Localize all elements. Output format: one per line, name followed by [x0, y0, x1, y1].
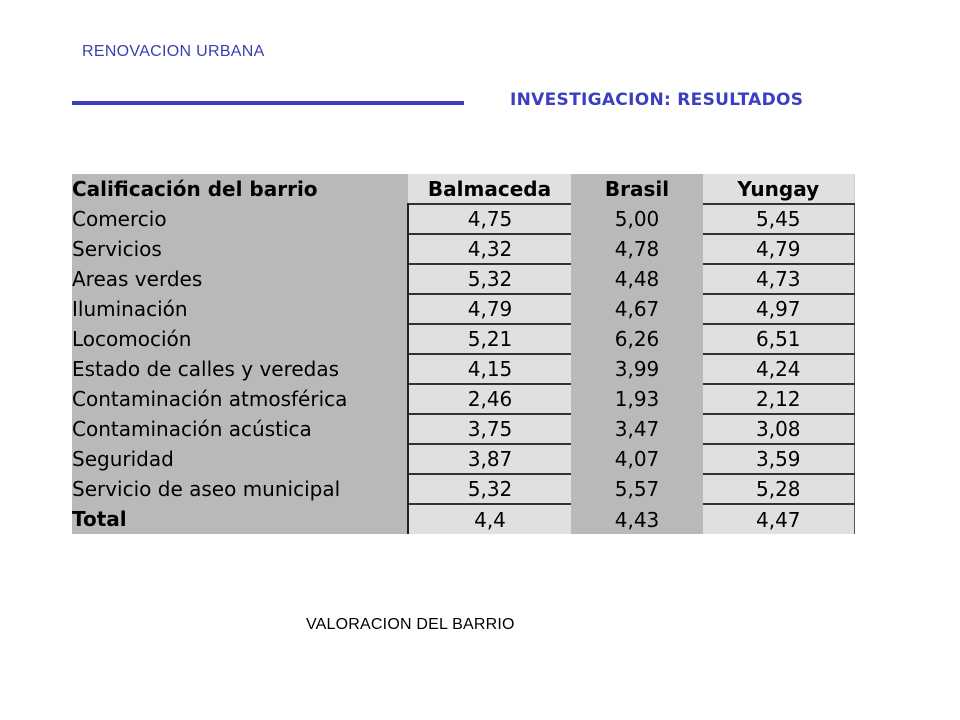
row-label: Estado de calles y veredas [72, 354, 408, 384]
table-row: Contaminación atmosférica 2,46 1,93 2,12 [72, 383, 855, 414]
table-row: Areas verdes 5,32 4,48 4,73 [72, 263, 855, 294]
row-label: Iluminación [72, 294, 408, 324]
cell-yungay: 4,73 [703, 263, 855, 294]
cell-brasil: 4,43 [571, 503, 703, 534]
row-label: Servicio de aseo municipal [72, 474, 408, 504]
cell-yungay: 2,12 [703, 383, 855, 414]
cell-brasil: 4,67 [571, 293, 703, 324]
cell-yungay: 4,24 [703, 353, 855, 384]
row-label: Seguridad [72, 444, 408, 474]
row-label: Areas verdes [72, 264, 408, 294]
cell-yungay: 5,28 [703, 473, 855, 504]
cell-balmaceda: 2,46 [407, 383, 571, 414]
table-row: Comercio 4,75 5,00 5,45 [72, 203, 855, 234]
cell-balmaceda: 4,15 [407, 353, 571, 384]
table-row: Iluminación 4,79 4,67 4,97 [72, 293, 855, 324]
cell-balmaceda: 5,21 [407, 323, 571, 354]
top-label: RENOVACION URBANA [82, 43, 265, 60]
header-yungay: Yungay [703, 174, 855, 204]
table-row-total: Total 4,4 4,43 4,47 [72, 503, 855, 534]
cell-balmaceda: 4,75 [407, 203, 571, 234]
row-label: Locomoción [72, 324, 408, 354]
row-label: Comercio [72, 204, 408, 234]
cell-yungay: 3,59 [703, 443, 855, 474]
table-row: Contaminación acústica 3,75 3,47 3,08 [72, 413, 855, 444]
table-row: Servicios 4,32 4,78 4,79 [72, 233, 855, 264]
header-brasil: Brasil [571, 174, 703, 204]
cell-brasil: 6,26 [571, 323, 703, 354]
row-label-total: Total [72, 504, 408, 534]
cell-yungay: 3,08 [703, 413, 855, 444]
cell-yungay: 4,97 [703, 293, 855, 324]
cell-brasil: 4,48 [571, 263, 703, 294]
cell-yungay: 6,51 [703, 323, 855, 354]
cell-brasil: 5,00 [571, 203, 703, 234]
table-caption: VALORACION DEL BARRIO [306, 616, 515, 633]
cell-brasil: 4,07 [571, 443, 703, 474]
cell-balmaceda: 3,75 [407, 413, 571, 444]
table-row: Locomoción 5,21 6,26 6,51 [72, 323, 855, 354]
cell-yungay: 4,47 [703, 503, 855, 534]
cell-brasil: 3,99 [571, 353, 703, 384]
cell-balmaceda: 5,32 [407, 473, 571, 504]
row-label: Servicios [72, 234, 408, 264]
cell-balmaceda: 4,4 [407, 503, 571, 534]
cell-brasil: 5,57 [571, 473, 703, 504]
header-rule [72, 101, 464, 105]
cell-balmaceda: 4,79 [407, 293, 571, 324]
header-label: Calificación del barrio [72, 174, 408, 204]
cell-brasil: 1,93 [571, 383, 703, 414]
cell-balmaceda: 5,32 [407, 263, 571, 294]
table-row: Estado de calles y veredas 4,15 3,99 4,2… [72, 353, 855, 384]
table-row: Seguridad 3,87 4,07 3,59 [72, 443, 855, 474]
cell-balmaceda: 4,32 [407, 233, 571, 264]
cell-brasil: 3,47 [571, 413, 703, 444]
cell-brasil: 4,78 [571, 233, 703, 264]
row-label: Contaminación acústica [72, 414, 408, 444]
header-balmaceda: Balmaceda [408, 174, 571, 204]
section-title: INVESTIGACION: RESULTADOS [510, 90, 804, 110]
results-table: Calificación del barrio Balmaceda Brasil… [72, 174, 855, 534]
cell-yungay: 4,79 [703, 233, 855, 264]
cell-balmaceda: 3,87 [407, 443, 571, 474]
cell-yungay: 5,45 [703, 203, 855, 234]
row-label: Contaminación atmosférica [72, 384, 408, 414]
table-row: Servicio de aseo municipal 5,32 5,57 5,2… [72, 473, 855, 504]
table-header-row: Calificación del barrio Balmaceda Brasil… [72, 174, 855, 204]
